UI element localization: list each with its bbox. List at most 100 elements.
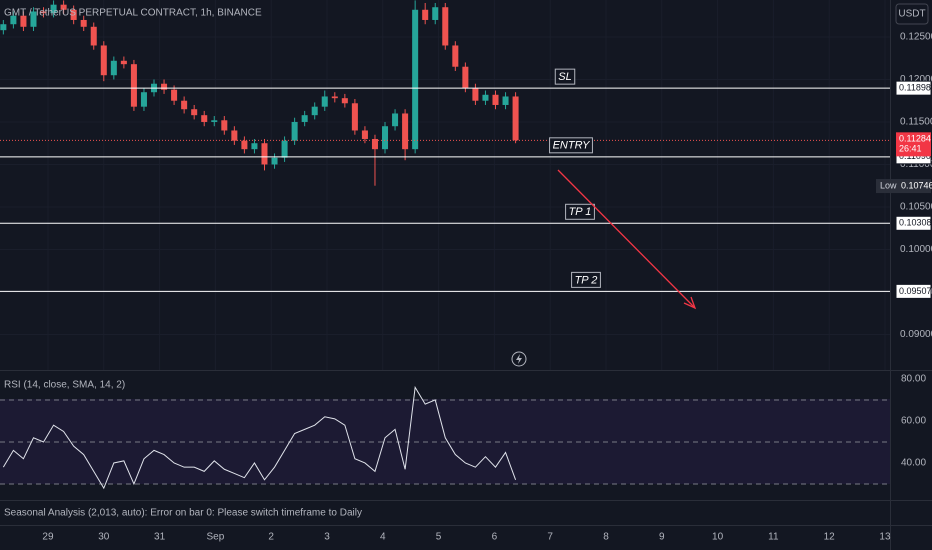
x-tick-label: 2 <box>268 532 274 543</box>
candle-body <box>60 4 67 10</box>
level-price-box <box>895 215 932 231</box>
level-price: 0.10308 <box>899 218 932 228</box>
arrow-head <box>683 296 697 310</box>
low-name: Low <box>880 180 897 190</box>
candle-body <box>331 96 338 99</box>
candle-body <box>361 130 368 139</box>
y-tick-label: 0.11500 <box>900 117 932 128</box>
candle-body <box>452 45 459 67</box>
candle-body <box>281 140 288 158</box>
level-price: 0.11898 <box>899 83 931 93</box>
chart-title: GMT / TetherUS PERPETUAL CONTRACT, 1h, B… <box>4 8 262 19</box>
candle-body <box>301 115 308 122</box>
y-tick-label: 0.11000 <box>900 159 932 170</box>
x-tick-label: 31 <box>154 532 166 543</box>
candle-body <box>90 26 97 46</box>
x-tick-label: 9 <box>659 532 665 543</box>
candle-body <box>321 96 328 107</box>
y-tick-label: 0.09000 <box>900 329 932 340</box>
candle-body <box>211 120 218 122</box>
x-tick-label: 10 <box>712 532 724 543</box>
candle-body <box>412 9 419 150</box>
candle-body <box>161 83 168 90</box>
x-tick-label: 30 <box>98 532 110 543</box>
countdown: 26:41 <box>899 144 922 154</box>
candle-body <box>80 19 87 27</box>
candle-body <box>0 24 7 31</box>
candle-body <box>472 87 479 101</box>
candle-body <box>382 126 389 150</box>
rsi-pane <box>0 385 890 490</box>
candle-body <box>482 94 489 101</box>
candle-body <box>30 11 37 27</box>
candle-body <box>311 106 318 116</box>
candle-body <box>351 103 358 131</box>
candle-body <box>462 66 469 88</box>
candle-body <box>110 60 117 76</box>
candle-body <box>432 7 439 20</box>
x-tick-label: 4 <box>380 532 386 543</box>
candle-body <box>251 143 258 150</box>
candle-body <box>50 4 57 14</box>
candle-body <box>261 143 268 165</box>
level-name-box <box>571 271 601 288</box>
alert-icon[interactable] <box>511 351 527 367</box>
candle-body <box>291 121 298 141</box>
candle-body <box>502 96 509 105</box>
candle-body <box>201 115 208 122</box>
candle-body <box>241 140 248 150</box>
overlay: 293031Sep23456789101112130.125000.120000… <box>42 32 932 543</box>
rsi-tick-label: 40.00 <box>901 458 926 469</box>
x-tick-label: 29 <box>42 532 54 543</box>
candle-body <box>422 9 429 20</box>
candle-body <box>40 11 47 14</box>
candle-body <box>402 113 409 150</box>
candle-body <box>191 109 198 116</box>
current-price: 0.11284 <box>899 134 931 144</box>
x-tick-label: 11 <box>768 532 779 543</box>
x-tick-label: Sep <box>206 532 224 543</box>
rsi-title: RSI (14, close, SMA, 14, 2) <box>4 380 125 391</box>
x-tick-label: 7 <box>547 532 553 543</box>
candle-body <box>120 60 127 65</box>
currency-button[interactable] <box>895 3 929 25</box>
x-tick-label: 12 <box>824 532 836 543</box>
arrow <box>557 169 696 309</box>
candle-body <box>171 89 178 101</box>
candle-body <box>492 94 499 105</box>
candle-body <box>100 45 107 76</box>
main-pane <box>0 0 890 292</box>
level-name: ENTRY <box>553 140 591 152</box>
candle-body <box>442 7 449 46</box>
level-name-box <box>565 203 595 220</box>
candle-body <box>181 100 188 110</box>
currency: USDT <box>898 9 925 20</box>
rsi-tick-label: 60.00 <box>901 416 926 427</box>
rsi-line <box>2 385 517 490</box>
low-box <box>876 179 931 194</box>
x-tick-label: 5 <box>436 532 442 543</box>
candle-body <box>231 130 238 141</box>
footer: Seasonal Analysis (2,013, auto): Error o… <box>4 508 362 519</box>
x-tick-label: 8 <box>603 532 609 543</box>
level-name: SL <box>558 71 571 83</box>
candle-body <box>10 15 17 25</box>
candle-body <box>512 96 519 141</box>
x-tick-label: 13 <box>879 532 891 543</box>
candle-body <box>371 138 378 150</box>
candle-body <box>20 15 27 27</box>
x-tick-label: 3 <box>324 532 330 543</box>
candle-body <box>221 120 228 131</box>
candle-body <box>271 157 278 165</box>
level-price: 0.09507 <box>899 286 932 296</box>
level-name-box <box>554 68 576 85</box>
level-name: TP 2 <box>575 274 598 286</box>
candle-body <box>341 98 348 104</box>
candle-body <box>130 64 137 107</box>
low-price: 0.10746 <box>901 180 932 190</box>
